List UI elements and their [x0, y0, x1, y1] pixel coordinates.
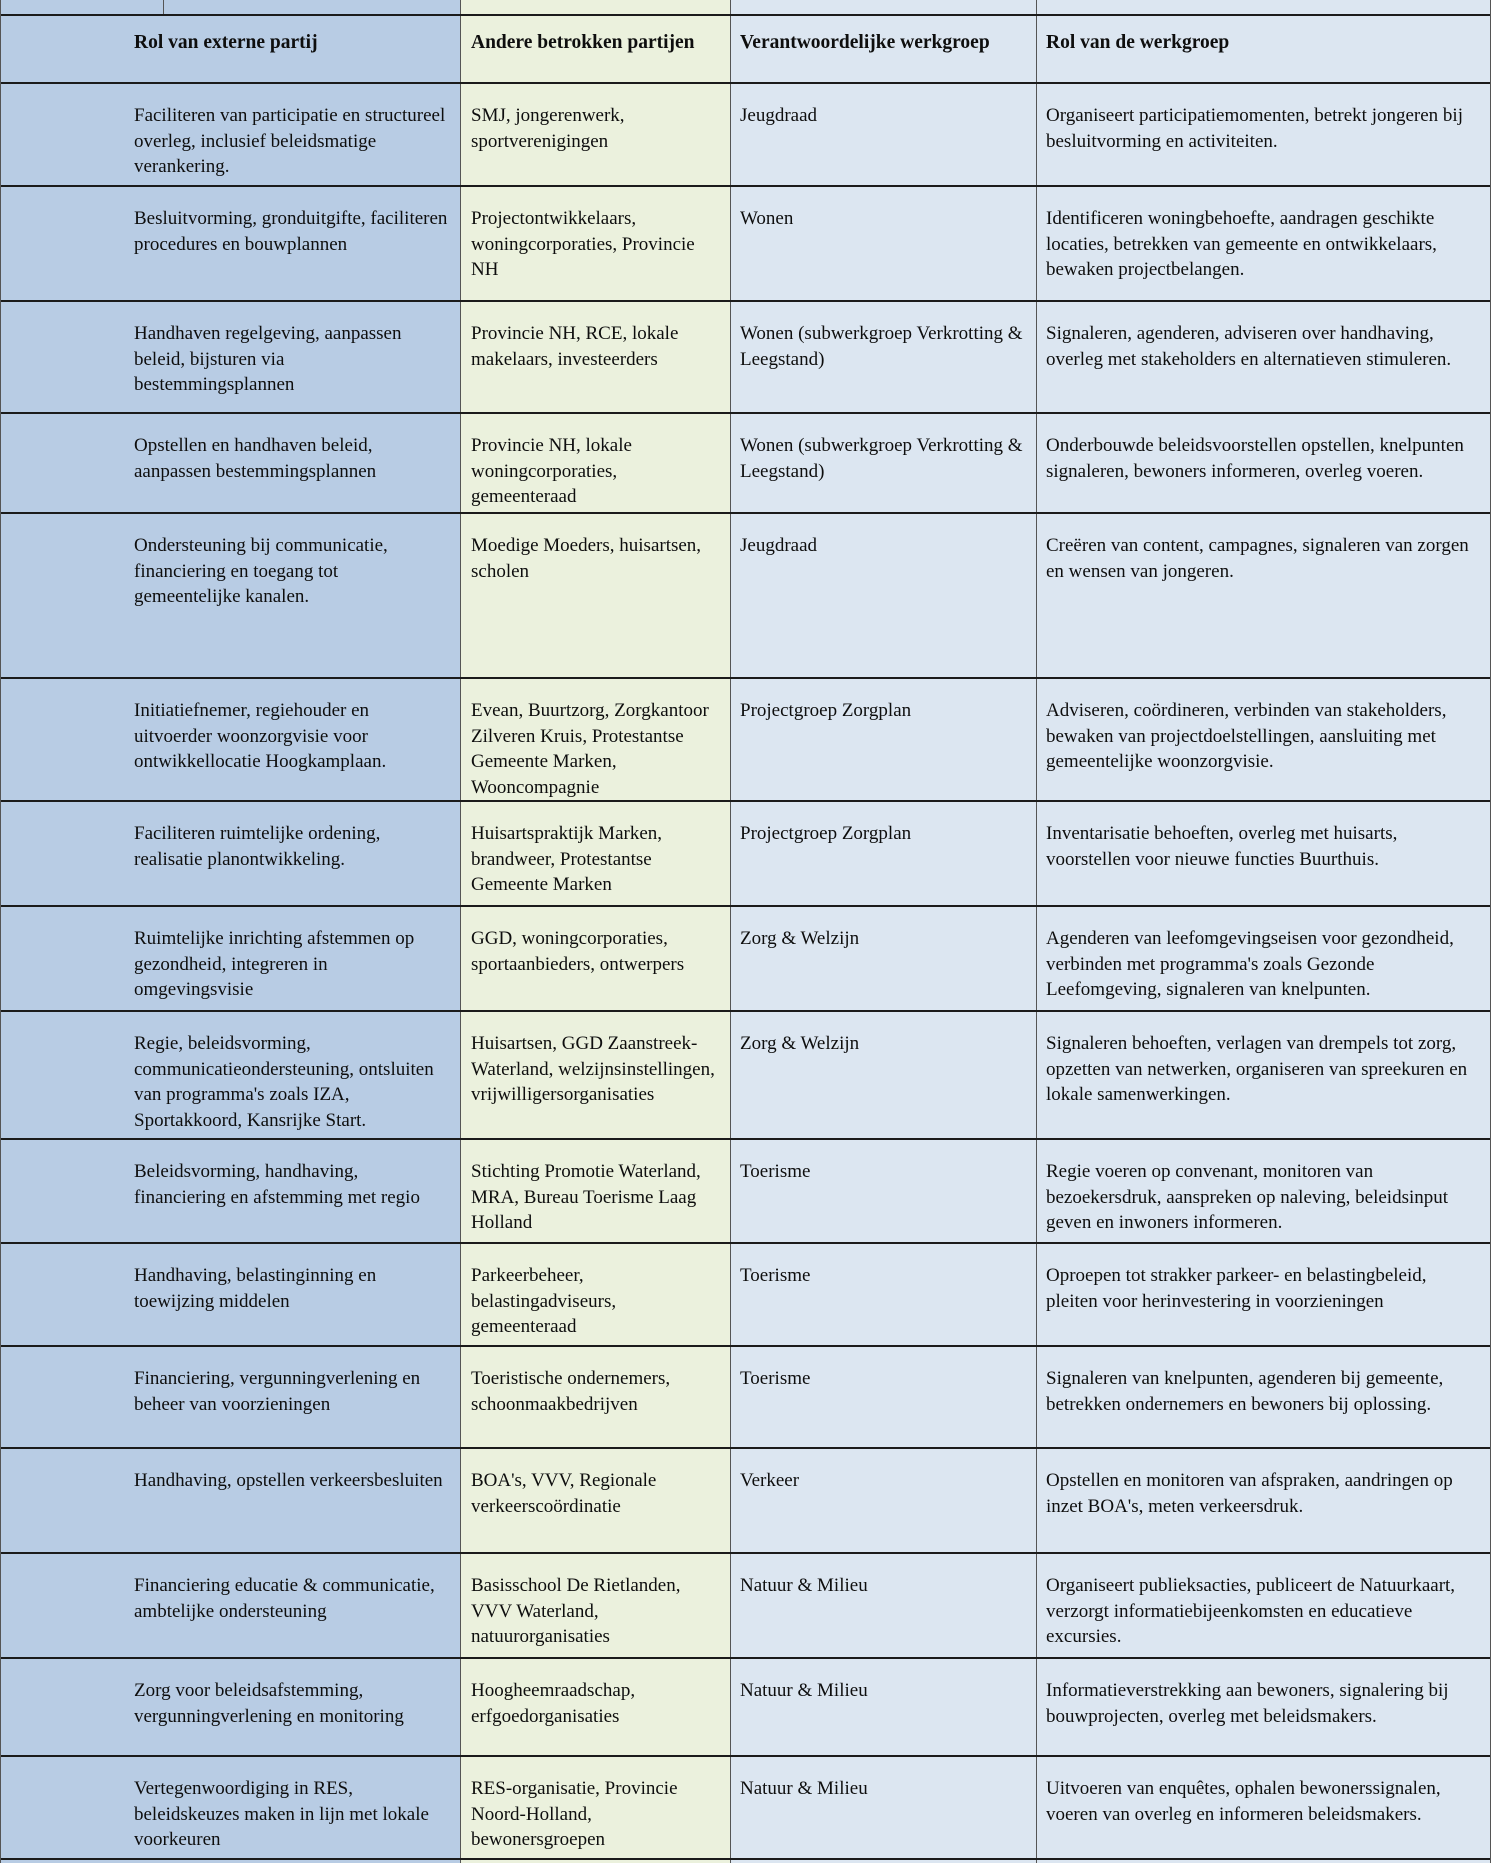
- cut-cell: [1, 0, 460, 14]
- table-row: Zorg voor beleidsafstemming, vergunningv…: [1, 1657, 1490, 1755]
- cut-row-bottom: [1, 1858, 1490, 1863]
- table-row: Beleidsvorming, handhaving, financiering…: [1, 1138, 1490, 1242]
- cell-external-role: Handhaven regelgeving, aanpassen beleid,…: [1, 302, 460, 412]
- cell-external-role: Ruimtelijke inrichting afstemmen op gezo…: [1, 907, 460, 1010]
- cut-cell: [730, 0, 1036, 14]
- table-row: Regie, beleidsvorming, communicatieonder…: [1, 1010, 1490, 1138]
- column-header-other-parties: Andere betrokken partijen: [460, 16, 730, 82]
- cell-responsible-workgroup: Jeugdraad: [730, 514, 1036, 677]
- cell-external-role: Vertegenwoordiging in RES, beleidskeuzes…: [1, 1757, 460, 1858]
- cell-workgroup-role: Signaleren behoeften, verlagen van dremp…: [1036, 1012, 1490, 1138]
- cut-cell: [460, 1860, 730, 1863]
- cell-workgroup-role: Onderbouwde beleidsvoorstellen opstellen…: [1036, 414, 1490, 512]
- cell-workgroup-role: Adviseren, coördineren, verbinden van st…: [1036, 679, 1490, 800]
- cut-cell: [1036, 1860, 1490, 1863]
- table-row: Financiering educatie & communicatie, am…: [1, 1552, 1490, 1657]
- table-row: Handhaving, opstellen verkeersbesluiten …: [1, 1447, 1490, 1552]
- cell-external-role: Faciliteren van participatie en structur…: [1, 84, 460, 185]
- cell-other-parties: RES-organisatie, Provincie Noord-Holland…: [460, 1757, 730, 1858]
- cell-external-role: Faciliteren ruimtelijke ordening, realis…: [1, 802, 460, 905]
- cell-external-role: Opstellen en handhaven beleid, aanpassen…: [1, 414, 460, 512]
- cell-other-parties: Hoogheemraadschap, erfgoedorganisaties: [460, 1659, 730, 1755]
- table-row: Handhaving, belastinginning en toewijzin…: [1, 1242, 1490, 1345]
- cell-other-parties: SMJ, jongerenwerk, sportverenigingen: [460, 84, 730, 185]
- cell-other-parties: Basisschool De Rietlanden, VVV Waterland…: [460, 1554, 730, 1657]
- cell-other-parties: Evean, Buurtzorg, Zorgkantoor Zilveren K…: [460, 679, 730, 800]
- column-header-workgroup-role: Rol van de werkgroep: [1036, 16, 1490, 82]
- cell-workgroup-role: Oproepen tot strakker parkeer- en belast…: [1036, 1244, 1490, 1345]
- cell-responsible-workgroup: Jeugdraad: [730, 84, 1036, 185]
- cell-workgroup-role: Regie voeren op convenant, monitoren van…: [1036, 1140, 1490, 1242]
- cell-workgroup-role: Identificeren woningbehoefte, aandragen …: [1036, 187, 1490, 300]
- cell-external-role: Initiatiefnemer, regiehouder en uitvoerd…: [1, 679, 460, 800]
- cell-responsible-workgroup: Toerisme: [730, 1244, 1036, 1345]
- cell-other-parties: Projectontwikkelaars, woningcorporaties,…: [460, 187, 730, 300]
- table-row: Opstellen en handhaven beleid, aanpassen…: [1, 412, 1490, 512]
- cell-other-parties: GGD, woningcorporaties, sportaanbieders,…: [460, 907, 730, 1010]
- cell-workgroup-role: Organiseert publieksacties, publiceert d…: [1036, 1554, 1490, 1657]
- cell-responsible-workgroup: Natuur & Milieu: [730, 1659, 1036, 1755]
- table-header-row: Rol van externe partij Andere betrokken …: [1, 14, 1490, 82]
- cut-cell-divider: [134, 0, 164, 14]
- cut-cell: [1036, 0, 1490, 14]
- table-row: Ondersteuning bij communicatie, financie…: [1, 512, 1490, 677]
- cut-cell: [730, 1860, 1036, 1863]
- cell-workgroup-role: Agenderen van leefomgevingseisen voor ge…: [1036, 907, 1490, 1010]
- cell-responsible-workgroup: Wonen (subwerkgroep Verkrotting & Leegst…: [730, 414, 1036, 512]
- column-header-responsible-workgroup: Verantwoordelijke werkgroep: [730, 16, 1036, 82]
- cell-other-parties: Huisartsen, GGD Zaanstreek-Waterland, we…: [460, 1012, 730, 1138]
- cell-other-parties: Moedige Moeders, huisartsen, scholen: [460, 514, 730, 677]
- table-row: Besluitvorming, gronduitgifte, faciliter…: [1, 185, 1490, 300]
- cut-row-top: [1, 0, 1490, 14]
- cell-other-parties: Toeristische ondernemers, schoonmaakbedr…: [460, 1347, 730, 1447]
- cell-external-role: Handhaving, opstellen verkeersbesluiten: [1, 1449, 460, 1552]
- cell-external-role: Financiering educatie & communicatie, am…: [1, 1554, 460, 1657]
- cell-workgroup-role: Opstellen en monitoren van afspraken, aa…: [1036, 1449, 1490, 1552]
- cell-workgroup-role: Signaleren, agenderen, adviseren over ha…: [1036, 302, 1490, 412]
- cell-workgroup-role: Signaleren van knelpunten, agenderen bij…: [1036, 1347, 1490, 1447]
- table-row: Faciliteren van participatie en structur…: [1, 82, 1490, 185]
- cell-responsible-workgroup: Projectgroep Zorgplan: [730, 802, 1036, 905]
- cell-responsible-workgroup: Projectgroep Zorgplan: [730, 679, 1036, 800]
- cell-other-parties: Huisartspraktijk Marken, brandweer, Prot…: [460, 802, 730, 905]
- cell-workgroup-role: Uitvoeren van enquêtes, ophalen bewoners…: [1036, 1757, 1490, 1858]
- cell-other-parties: Stichting Promotie Waterland, MRA, Burea…: [460, 1140, 730, 1242]
- table-row: Ruimtelijke inrichting afstemmen op gezo…: [1, 905, 1490, 1010]
- cell-responsible-workgroup: Zorg & Welzijn: [730, 1012, 1036, 1138]
- cell-workgroup-role: Organiseert participatiemomenten, betrek…: [1036, 84, 1490, 185]
- cell-responsible-workgroup: Toerisme: [730, 1347, 1036, 1447]
- cell-responsible-workgroup: Verkeer: [730, 1449, 1036, 1552]
- cell-external-role: Besluitvorming, gronduitgifte, faciliter…: [1, 187, 460, 300]
- cell-responsible-workgroup: Wonen: [730, 187, 1036, 300]
- table-row: Vertegenwoordiging in RES, beleidskeuzes…: [1, 1755, 1490, 1858]
- cell-external-role: Ondersteuning bij communicatie, financie…: [1, 514, 460, 677]
- cell-external-role: Beleidsvorming, handhaving, financiering…: [1, 1140, 460, 1242]
- cell-workgroup-role: Inventarisatie behoeften, overleg met hu…: [1036, 802, 1490, 905]
- cut-cell: [1, 1860, 460, 1863]
- table-row: Handhaven regelgeving, aanpassen beleid,…: [1, 300, 1490, 412]
- cell-other-parties: BOA's, VVV, Regionale verkeerscoördinati…: [460, 1449, 730, 1552]
- table-row: Financiering, vergunningverlening en beh…: [1, 1345, 1490, 1447]
- cell-responsible-workgroup: Natuur & Milieu: [730, 1757, 1036, 1858]
- cell-responsible-workgroup: Zorg & Welzijn: [730, 907, 1036, 1010]
- cell-external-role: Handhaving, belastinginning en toewijzin…: [1, 1244, 460, 1345]
- cell-external-role: Financiering, vergunningverlening en beh…: [1, 1347, 460, 1447]
- cell-other-parties: Provincie NH, lokale woningcorporaties, …: [460, 414, 730, 512]
- cell-workgroup-role: Informatieverstrekking aan bewoners, sig…: [1036, 1659, 1490, 1755]
- cell-responsible-workgroup: Natuur & Milieu: [730, 1554, 1036, 1657]
- cell-responsible-workgroup: Toerisme: [730, 1140, 1036, 1242]
- cell-other-parties: Provincie NH, RCE, lokale makelaars, inv…: [460, 302, 730, 412]
- table-row: Initiatiefnemer, regiehouder en uitvoerd…: [1, 677, 1490, 800]
- column-header-external-role: Rol van externe partij: [1, 16, 460, 82]
- cut-cell: [460, 0, 730, 14]
- cell-responsible-workgroup: Wonen (subwerkgroep Verkrotting & Leegst…: [730, 302, 1036, 412]
- cell-external-role: Regie, beleidsvorming, communicatieonder…: [1, 1012, 460, 1138]
- cell-external-role: Zorg voor beleidsafstemming, vergunningv…: [1, 1659, 460, 1755]
- cell-other-parties: Parkeerbeheer, belastingadviseurs, gemee…: [460, 1244, 730, 1345]
- cell-workgroup-role: Creëren van content, campagnes, signaler…: [1036, 514, 1490, 677]
- table-row: Faciliteren ruimtelijke ordening, realis…: [1, 800, 1490, 905]
